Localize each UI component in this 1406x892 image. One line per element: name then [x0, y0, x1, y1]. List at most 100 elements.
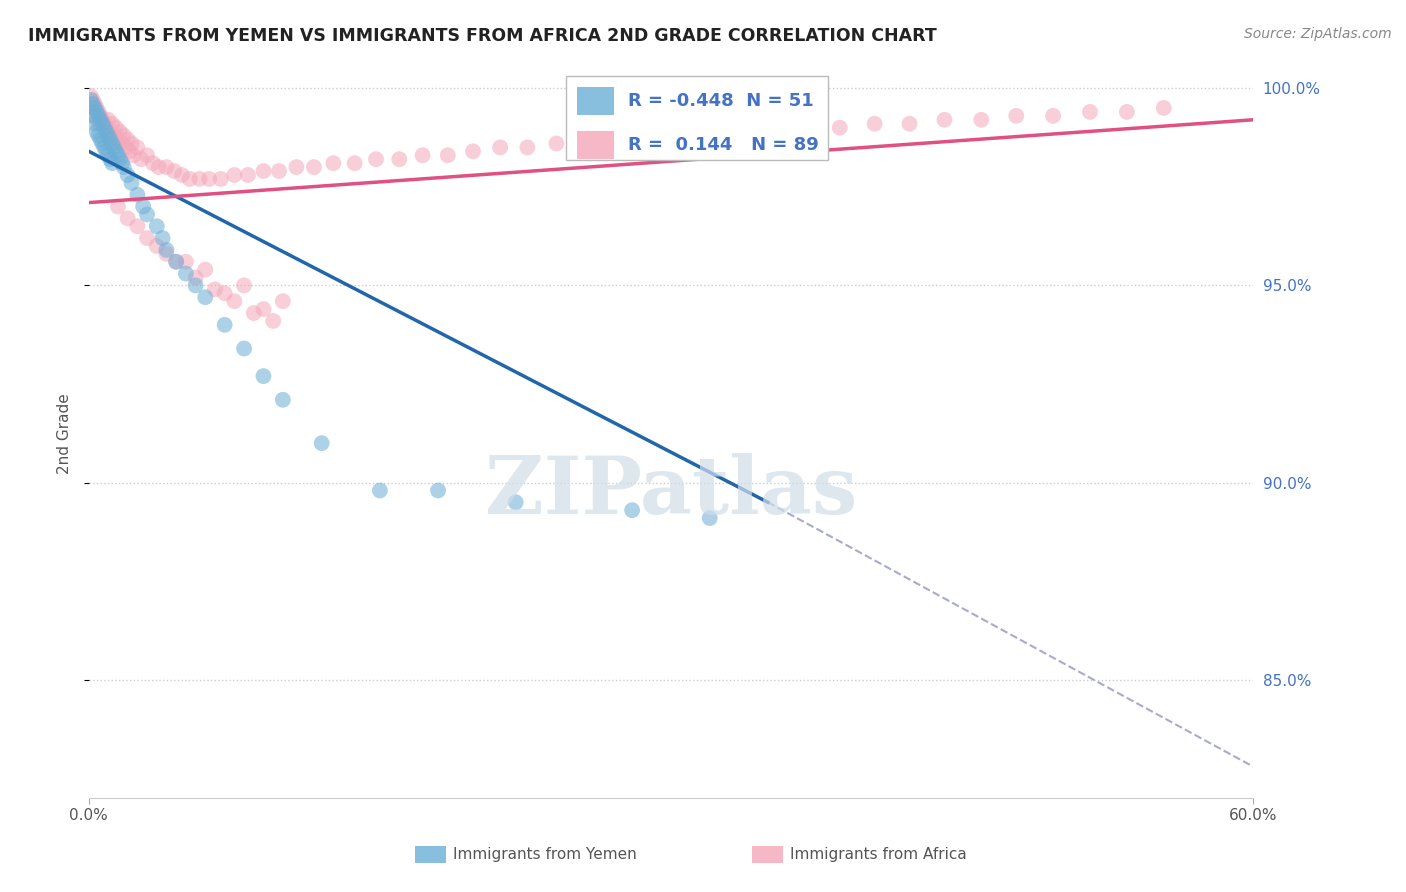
- Point: [1115, 104, 1137, 119]
- Point: [262, 314, 284, 328]
- Point: [108, 152, 131, 166]
- Point: [271, 294, 294, 309]
- Point: [174, 254, 197, 268]
- Point: [194, 290, 217, 304]
- Point: [1005, 109, 1028, 123]
- Point: [107, 148, 129, 162]
- Point: [97, 148, 120, 162]
- Point: [574, 136, 596, 151]
- Point: [165, 254, 187, 268]
- Point: [603, 132, 626, 146]
- Point: [155, 160, 177, 174]
- Y-axis label: 2nd Grade: 2nd Grade: [58, 392, 72, 474]
- Point: [87, 128, 110, 143]
- Point: [427, 483, 450, 498]
- Point: [236, 168, 259, 182]
- Text: Immigrants from Yemen: Immigrants from Yemen: [453, 847, 637, 862]
- Point: [127, 219, 149, 234]
- FancyBboxPatch shape: [576, 87, 614, 115]
- Point: [105, 145, 128, 159]
- Point: [136, 207, 159, 221]
- Point: [132, 200, 155, 214]
- Point: [80, 89, 103, 103]
- Point: [121, 176, 143, 190]
- Point: [93, 120, 115, 135]
- Point: [546, 136, 568, 151]
- Point: [696, 128, 718, 143]
- Point: [96, 145, 118, 159]
- Point: [1078, 104, 1101, 119]
- Point: [96, 125, 118, 139]
- Point: [86, 101, 108, 115]
- Point: [412, 148, 434, 162]
- Point: [86, 125, 108, 139]
- Point: [179, 172, 201, 186]
- Text: R =  0.144   N = 89: R = 0.144 N = 89: [628, 136, 818, 154]
- Point: [184, 270, 207, 285]
- Point: [214, 318, 236, 332]
- Point: [152, 231, 174, 245]
- Point: [91, 117, 114, 131]
- Point: [505, 495, 527, 509]
- Point: [198, 172, 221, 186]
- Point: [762, 125, 785, 139]
- Point: [252, 164, 274, 178]
- Point: [103, 140, 125, 154]
- Point: [97, 128, 120, 143]
- Point: [112, 128, 135, 143]
- Point: [93, 140, 115, 154]
- Point: [89, 109, 111, 123]
- Point: [145, 239, 167, 253]
- Text: IMMIGRANTS FROM YEMEN VS IMMIGRANTS FROM AFRICA 2ND GRADE CORRELATION CHART: IMMIGRANTS FROM YEMEN VS IMMIGRANTS FROM…: [28, 27, 936, 45]
- Point: [87, 117, 110, 131]
- Point: [82, 109, 104, 123]
- Point: [122, 148, 145, 162]
- Point: [96, 120, 118, 135]
- Point: [699, 511, 721, 525]
- Text: ZIPatlas: ZIPatlas: [485, 452, 858, 531]
- Point: [98, 132, 121, 146]
- Point: [136, 148, 159, 162]
- Point: [163, 164, 186, 178]
- Point: [86, 104, 108, 119]
- Point: [136, 231, 159, 245]
- Point: [165, 254, 187, 268]
- Point: [101, 136, 124, 151]
- Point: [87, 109, 110, 123]
- Point: [155, 243, 177, 257]
- Point: [311, 436, 333, 450]
- Point: [188, 172, 211, 186]
- Point: [271, 392, 294, 407]
- Point: [970, 112, 993, 127]
- Point: [170, 168, 193, 182]
- Point: [267, 164, 290, 178]
- Point: [796, 120, 818, 135]
- Point: [242, 306, 264, 320]
- Point: [194, 262, 217, 277]
- Point: [83, 97, 105, 112]
- Point: [174, 267, 197, 281]
- Point: [343, 156, 366, 170]
- Point: [117, 168, 139, 182]
- Point: [101, 117, 124, 131]
- Point: [148, 160, 170, 174]
- Text: Source: ZipAtlas.com: Source: ZipAtlas.com: [1244, 27, 1392, 41]
- Point: [93, 117, 115, 131]
- Point: [285, 160, 308, 174]
- Point: [107, 200, 129, 214]
- Point: [322, 156, 344, 170]
- Point: [80, 93, 103, 107]
- Text: R = -0.448  N = 51: R = -0.448 N = 51: [628, 93, 814, 111]
- Point: [224, 294, 246, 309]
- Point: [82, 93, 104, 107]
- Point: [129, 152, 152, 166]
- Point: [91, 136, 114, 151]
- Text: Immigrants from Africa: Immigrants from Africa: [790, 847, 967, 862]
- Point: [117, 211, 139, 226]
- Point: [121, 136, 143, 151]
- Point: [145, 219, 167, 234]
- Point: [252, 369, 274, 384]
- Point: [107, 132, 129, 146]
- Point: [83, 109, 105, 123]
- Point: [388, 152, 411, 166]
